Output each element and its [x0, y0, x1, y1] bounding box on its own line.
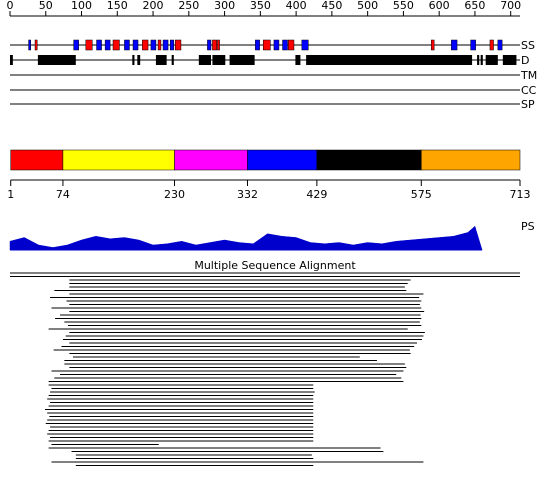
disorder-segment	[37, 55, 76, 65]
boundary-label: 713	[510, 188, 531, 201]
disorder-segment	[171, 55, 174, 65]
ss-segment	[104, 39, 111, 51]
ss-segment	[142, 39, 149, 51]
boundary-label: 1	[7, 188, 14, 201]
disorder-segment	[132, 55, 135, 65]
disorder-segment	[10, 55, 13, 65]
ss-segment	[207, 39, 212, 51]
ss-segment	[150, 39, 157, 51]
domain	[247, 149, 318, 171]
ruler-label: 600	[429, 0, 450, 12]
track-label: TM	[520, 69, 537, 82]
track-label: D	[521, 54, 529, 67]
domain	[316, 149, 422, 171]
ruler-label: 200	[143, 0, 164, 12]
disorder-segment	[502, 55, 517, 65]
ruler-label: 100	[71, 0, 92, 12]
ss-segment	[301, 39, 309, 51]
domain	[174, 149, 248, 171]
ruler-label: 700	[500, 0, 521, 12]
ss-segment	[28, 39, 31, 51]
ruler-label: 50	[39, 0, 53, 12]
ss-segment	[112, 39, 120, 51]
ruler-label: 500	[357, 0, 378, 12]
ruler-label: 0	[7, 0, 14, 12]
alignment-title: Multiple Sequence Alignment	[194, 259, 356, 272]
ruler-label: 400	[286, 0, 307, 12]
ss-segment	[431, 39, 435, 51]
domain	[421, 149, 521, 171]
ss-segment	[489, 39, 494, 51]
ss-segment	[273, 39, 280, 51]
ss-segment	[157, 39, 162, 51]
domain	[10, 149, 64, 171]
disorder-segment	[480, 55, 483, 65]
ss-segment	[132, 39, 139, 51]
boundary-label: 575	[411, 188, 432, 201]
track-label: SS	[521, 39, 535, 52]
ps-label: PS	[521, 220, 535, 233]
ss-segment	[212, 39, 217, 51]
ss-segment	[96, 39, 102, 51]
disorder-segment	[295, 55, 301, 65]
disorder-segment	[306, 55, 473, 65]
ruler-label: 350	[250, 0, 271, 12]
disorder-segment	[155, 55, 167, 65]
ss-segment	[34, 39, 38, 51]
ss-segment	[162, 39, 169, 51]
ss-segment	[73, 39, 79, 51]
ss-segment	[85, 39, 93, 51]
disorder-segment	[212, 55, 226, 65]
disorder-segment	[485, 55, 498, 65]
domain	[62, 149, 175, 171]
disorder-segment	[477, 55, 480, 65]
ss-segment	[451, 39, 458, 51]
ss-segment	[470, 39, 476, 51]
track-label: SP	[521, 98, 535, 111]
boundary-label: 74	[56, 188, 70, 201]
ss-segment	[497, 39, 503, 51]
boundary-label: 230	[164, 188, 185, 201]
ruler-label: 250	[178, 0, 199, 12]
ruler-label: 450	[321, 0, 342, 12]
ss-segment	[217, 39, 220, 51]
disorder-segment	[137, 55, 141, 65]
ruler-label: 650	[464, 0, 485, 12]
ss-segment	[255, 39, 260, 51]
ps-profile	[9, 225, 483, 251]
ruler-label: 300	[214, 0, 235, 12]
ruler-label: 150	[107, 0, 128, 12]
disorder-segment	[229, 55, 255, 65]
ss-segment	[262, 39, 271, 51]
ss-segment	[124, 39, 130, 51]
ss-segment	[282, 39, 288, 51]
ss-segment	[174, 39, 182, 51]
boundary-label: 332	[237, 188, 258, 201]
ruler-label: 550	[393, 0, 414, 12]
track-label: CC	[521, 84, 537, 97]
ss-segment	[287, 39, 295, 51]
boundary-label: 429	[306, 188, 327, 201]
disorder-segment	[198, 55, 211, 65]
ss-segment	[169, 39, 175, 51]
